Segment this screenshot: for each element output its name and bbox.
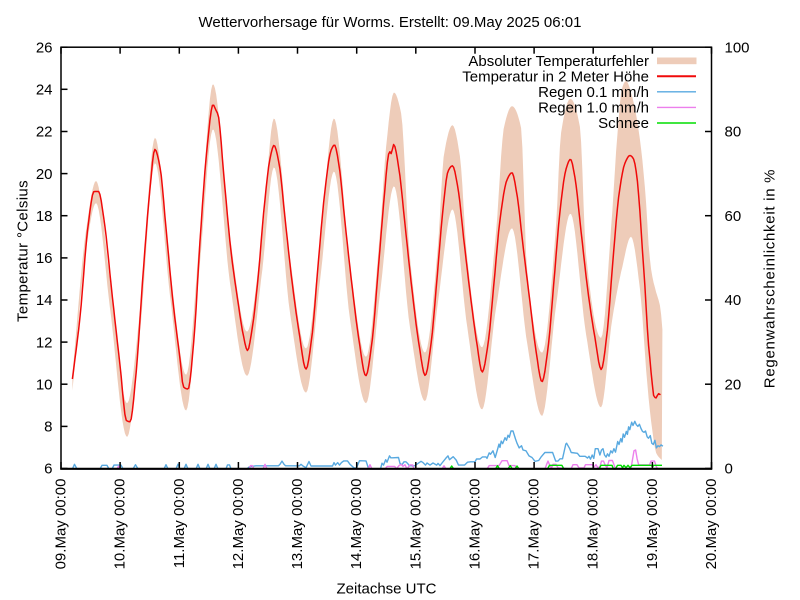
svg-text:Wettervorhersage für Worms. Er: Wettervorhersage für Worms. Erstellt: 09… xyxy=(199,14,582,31)
svg-text:19.May 00:00: 19.May 00:00 xyxy=(644,479,661,570)
svg-text:80: 80 xyxy=(725,124,742,141)
svg-text:Zeitachse UTC: Zeitachse UTC xyxy=(336,581,436,598)
svg-text:20: 20 xyxy=(725,376,742,393)
svg-text:09.May 00:00: 09.May 00:00 xyxy=(53,479,70,570)
svg-text:16.May 00:00: 16.May 00:00 xyxy=(467,479,484,570)
svg-text:13.May 00:00: 13.May 00:00 xyxy=(289,479,306,570)
svg-text:100: 100 xyxy=(725,39,750,56)
svg-text:20.May 00:00: 20.May 00:00 xyxy=(703,479,720,570)
svg-text:Regen 0.1 mm/h: Regen 0.1 mm/h xyxy=(538,84,649,101)
svg-text:15.May 00:00: 15.May 00:00 xyxy=(407,479,424,570)
svg-text:Regenwahrscheinlichkeit in %: Regenwahrscheinlichkeit in % xyxy=(762,169,779,388)
svg-text:26: 26 xyxy=(36,39,53,56)
svg-text:16: 16 xyxy=(36,250,53,267)
svg-text:0: 0 xyxy=(725,461,733,478)
svg-text:40: 40 xyxy=(725,292,742,309)
svg-text:10.May 00:00: 10.May 00:00 xyxy=(112,479,129,570)
svg-text:18: 18 xyxy=(36,208,53,225)
svg-text:60: 60 xyxy=(725,208,742,225)
svg-text:14: 14 xyxy=(36,292,53,309)
svg-text:8: 8 xyxy=(44,419,52,436)
svg-text:17.May 00:00: 17.May 00:00 xyxy=(526,479,543,570)
svg-text:20: 20 xyxy=(36,166,53,183)
svg-text:Temperatur °Celsius: Temperatur °Celsius xyxy=(15,180,32,322)
svg-text:Absoluter Temperaturfehler: Absoluter Temperaturfehler xyxy=(468,53,649,70)
svg-text:14.May 00:00: 14.May 00:00 xyxy=(348,479,365,570)
svg-text:Schnee: Schnee xyxy=(598,115,649,132)
svg-text:6: 6 xyxy=(44,461,52,478)
svg-text:22: 22 xyxy=(36,124,53,141)
svg-text:24: 24 xyxy=(36,82,53,99)
svg-text:Regen 1.0 mm/h: Regen 1.0 mm/h xyxy=(538,100,649,117)
svg-text:11.May 00:00: 11.May 00:00 xyxy=(171,479,188,569)
svg-text:10: 10 xyxy=(36,376,53,393)
svg-text:Temperatur in 2 Meter Höhe: Temperatur in 2 Meter Höhe xyxy=(462,68,649,85)
svg-text:18.May 00:00: 18.May 00:00 xyxy=(585,479,602,570)
svg-text:12: 12 xyxy=(36,334,53,351)
svg-text:12.May 00:00: 12.May 00:00 xyxy=(230,479,247,570)
